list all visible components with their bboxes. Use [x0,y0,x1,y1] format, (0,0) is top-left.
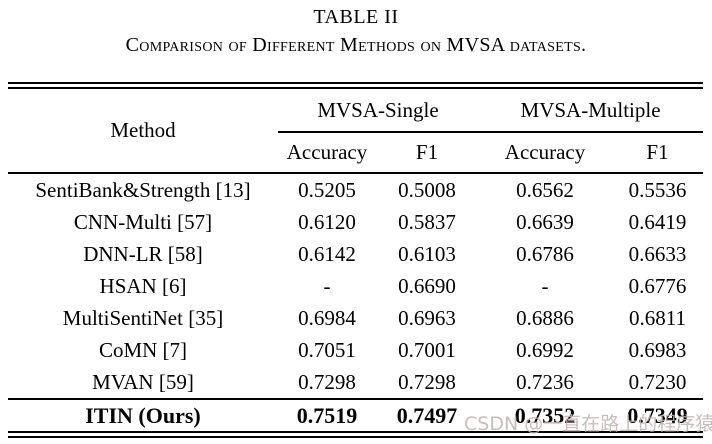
value-cell: 0.5837 [398,209,456,234]
table-block: Method MVSA-Single MVSA-Multiple Accurac… [8,82,704,438]
table-caption: TABLE II Comparison of Different Methods… [0,6,712,56]
value-cell: 0.7352 [478,398,613,431]
value-cell: 0.7001 [398,337,456,362]
group-header-mvsa-multiple: MVSA-Multiple [478,89,704,133]
header-sub-row: Accuracy F1 Accuracy F1 [8,132,704,174]
method-column-header: Method [8,89,278,174]
method-cell: DNN-LR [58] [83,241,203,266]
value-cell: - [541,273,549,298]
value-cell: 0.6983 [628,337,687,362]
value-cell: 0.6103 [398,241,456,266]
value-cell: 0.5008 [398,177,456,202]
value-cell: 0.6120 [298,209,356,234]
value-cell: 0.6811 [629,305,687,330]
value-cell: 0.7236 [516,369,574,394]
value-cell: 0.6786 [516,241,574,266]
table-row: MultiSentiNet [35] 0.6984 0.6963 0.6886 … [8,302,703,334]
bottom-double-rule [8,431,703,438]
table-row: CNN-Multi [57] 0.6120 0.5837 0.6639 0.64… [8,206,703,238]
table-row: MVAN [59] 0.7298 0.7298 0.7236 0.7230 [8,366,703,399]
value-cell: 0.7230 [628,369,687,394]
table-row: SentiBank&Strength [13] 0.5205 0.5008 0.… [8,173,703,206]
sub-header-accuracy-multiple: Accuracy [478,132,613,174]
table-row: DNN-LR [58] 0.6142 0.6103 0.6786 0.6633 [8,238,703,270]
method-cell: ITIN (Ours) [8,398,278,431]
value-cell: 0.7298 [298,369,356,394]
value-cell: 0.6776 [628,273,687,298]
table-row: CoMN [7] 0.7051 0.7001 0.6992 0.6983 [8,334,703,366]
page-subtitle: Comparison of Different Methods on MVSA … [125,34,587,56]
value-cell: 0.6142 [298,241,356,266]
method-cell: HSAN [6] [99,273,187,298]
value-cell: 0.7497 [376,398,479,431]
group-header-mvsa-single: MVSA-Single [278,89,479,133]
value-cell: 0.6419 [628,209,687,234]
method-cell: MVAN [59] [92,369,194,394]
highlight-row-itin-ours: ITIN (Ours) 0.7519 0.7497 0.7352 0.7349 [8,398,704,431]
value-cell: 0.7519 [278,398,376,431]
value-cell: 0.5205 [298,177,356,202]
value-cell: 0.7298 [398,369,456,394]
value-cell: 0.7349 [612,398,704,431]
value-cell: 0.5536 [628,177,687,202]
value-cell: 0.7051 [298,337,356,362]
value-cell: 0.6562 [516,177,574,202]
top-double-rule [8,82,703,89]
value-cell: 0.6633 [628,241,687,266]
value-cell: 0.6886 [516,305,574,330]
sub-header-f1-single: F1 [376,132,479,174]
value-cell: 0.6639 [516,209,574,234]
table-row: HSAN [6] - 0.6690 - 0.6776 [8,270,703,302]
value-cell: 0.6690 [398,273,456,298]
method-cell: SentiBank&Strength [13] [35,177,251,202]
method-cell: CoMN [7] [98,337,188,362]
page-title: TABLE II [313,6,399,28]
header-group-row: Method MVSA-Single MVSA-Multiple [8,89,704,174]
value-cell: 0.6963 [398,305,456,330]
method-cell: CNN-Multi [57] [73,209,213,234]
value-cell: 0.6992 [516,337,574,362]
value-cell: 0.6984 [298,305,356,330]
results-table: Method MVSA-Single MVSA-Multiple Accurac… [8,89,704,431]
value-cell: - [323,273,331,298]
sub-header-f1-multiple: F1 [612,132,704,174]
method-cell: MultiSentiNet [35] [62,305,224,330]
sub-header-accuracy-single: Accuracy [278,132,376,174]
